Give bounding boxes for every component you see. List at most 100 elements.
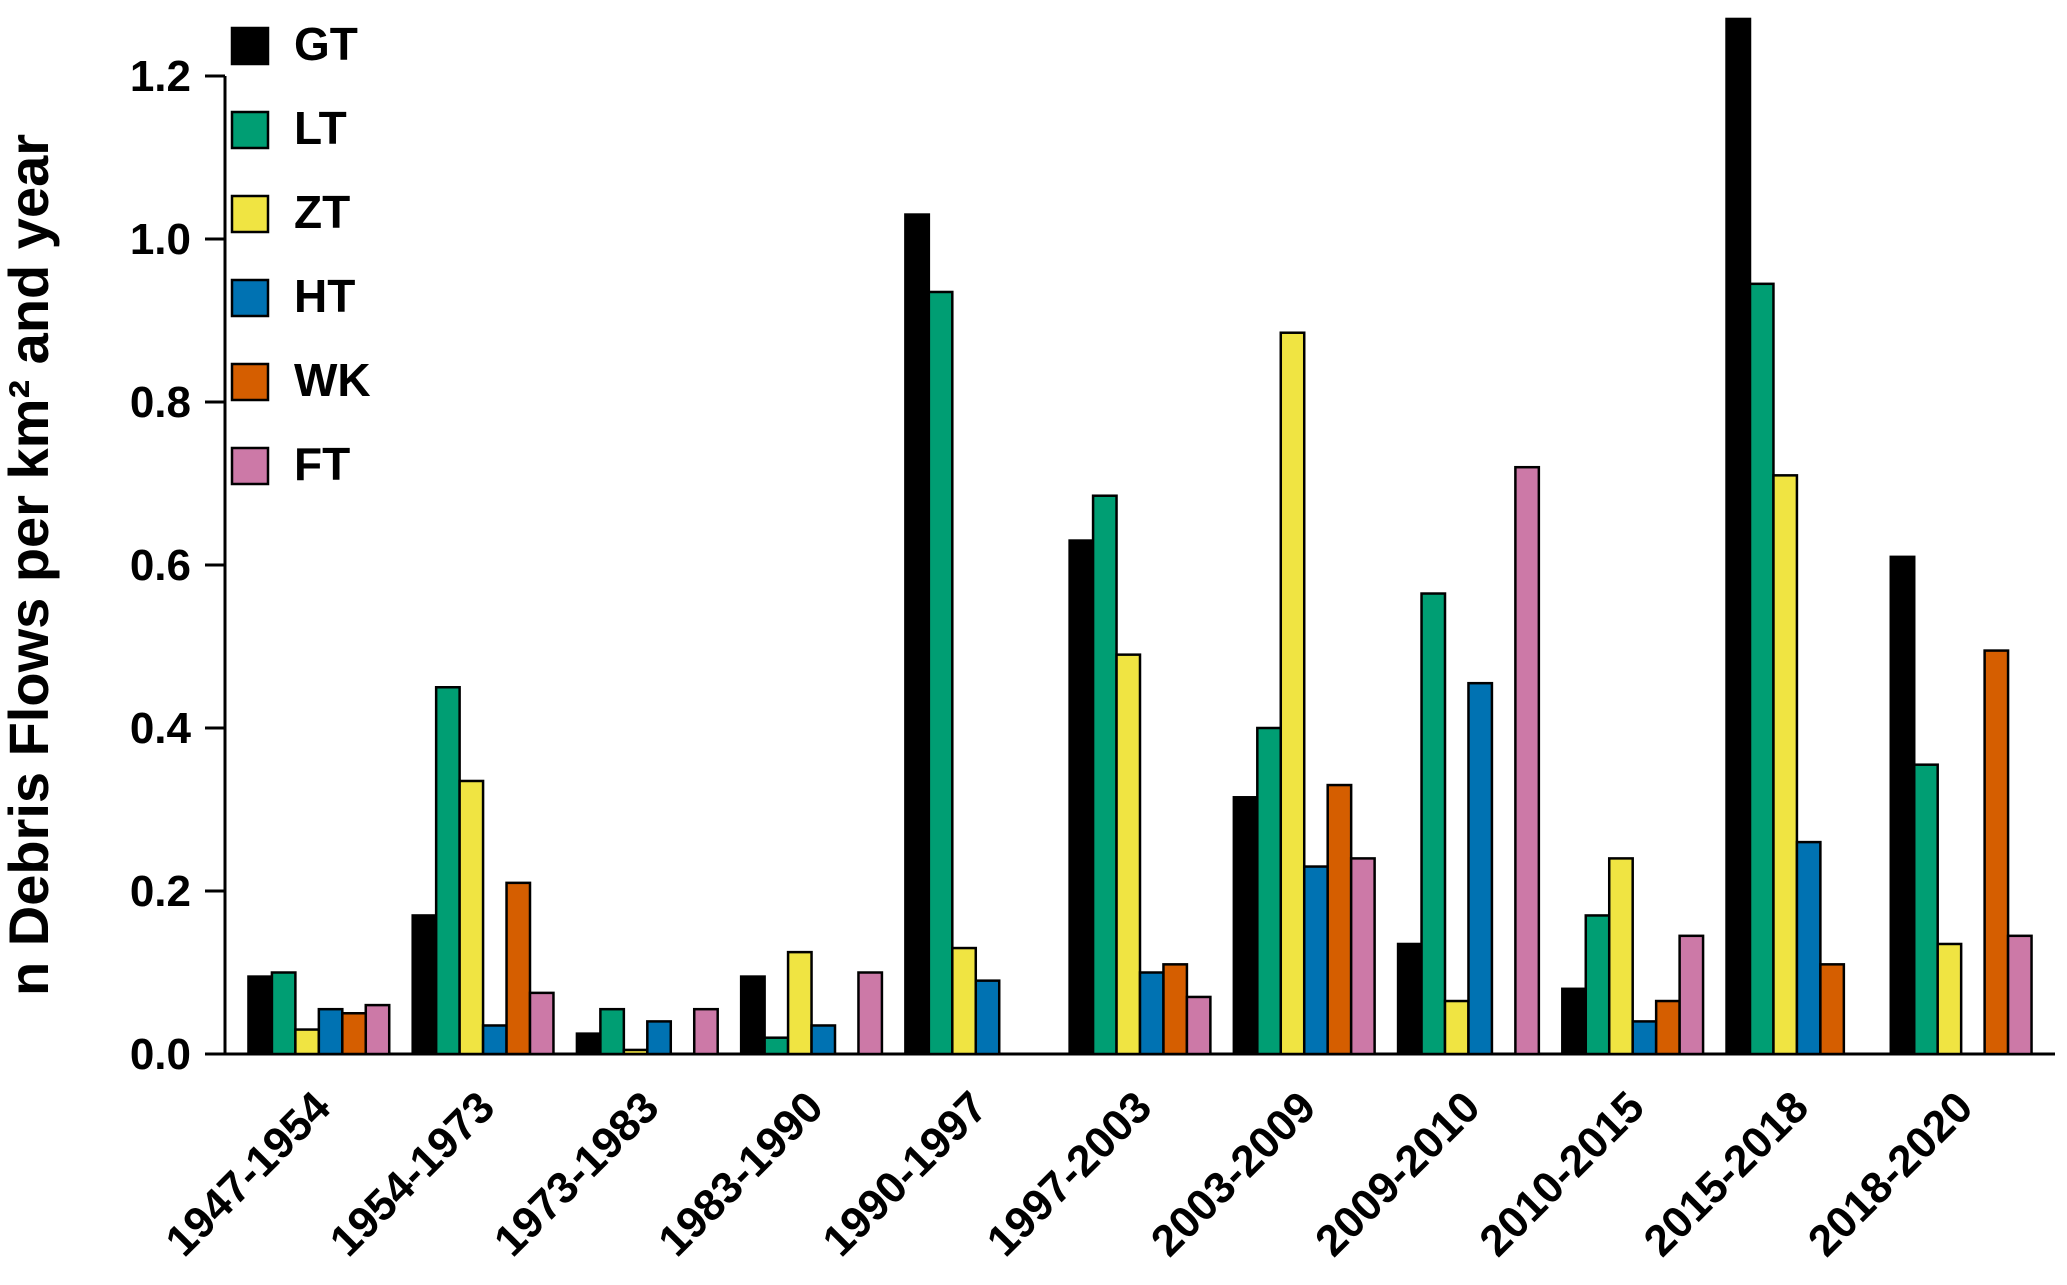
- x-tick-label: 2009-2010: [1306, 1082, 1489, 1265]
- bar-WK-2018-2020: [1983, 649, 2010, 1056]
- legend-swatch-LT: [230, 110, 270, 150]
- bar-ZT-2018-2020: [1936, 942, 1963, 1056]
- bar-FT-1947-1954: [364, 1003, 391, 1056]
- y-tick-label: 0.6: [130, 541, 191, 590]
- x-tick-label: 1997-2003: [978, 1082, 1161, 1265]
- legend-swatch-WK: [230, 362, 270, 402]
- bar-HT-1954-1973: [481, 1024, 508, 1056]
- legend-item-GT: GT: [230, 18, 358, 70]
- bar-HT-2010-2015: [1631, 1020, 1658, 1056]
- legend-label-HT: HT: [294, 270, 355, 322]
- legend-swatch-FT: [230, 446, 270, 486]
- bar-FT-1954-1973: [528, 991, 555, 1056]
- x-tick-label: 2010-2015: [1470, 1082, 1653, 1265]
- legend-item-WK: WK: [230, 354, 371, 406]
- bar-GT-1990-1997: [904, 213, 931, 1056]
- x-tick-label: 2003-2009: [1142, 1082, 1325, 1265]
- bar-HT-1947-1954: [317, 1007, 344, 1056]
- bar-FT-2010-2015: [1678, 934, 1705, 1056]
- bar-WK-1947-1954: [341, 1012, 368, 1056]
- plot-area: 0.00.20.40.60.81.01.21947-19541954-19731…: [130, 17, 2055, 1266]
- bar-ZT-2003-2009: [1279, 331, 1306, 1056]
- bar-LT-2003-2009: [1256, 726, 1283, 1056]
- y-tick-label: 1.0: [130, 215, 191, 264]
- legend: GT LT ZT HT WK FT: [230, 18, 371, 490]
- bar-LT-1973-1983: [599, 1007, 626, 1056]
- legend-item-LT: LT: [230, 102, 347, 154]
- bar-ZT-1990-1997: [951, 946, 978, 1056]
- bar-FT-1983-1990: [857, 971, 884, 1056]
- bar-LT-1954-1973: [434, 686, 461, 1056]
- bar-GT-1947-1954: [247, 975, 274, 1056]
- bar-ZT-2009-2010: [1443, 999, 1470, 1056]
- bar-LT-1990-1997: [927, 290, 954, 1056]
- y-tick-label: 0.4: [130, 704, 192, 753]
- y-tick-label: 0.2: [130, 867, 191, 916]
- x-tick-label: 1973-1983: [485, 1082, 668, 1265]
- bar-FT-2003-2009: [1349, 857, 1376, 1056]
- x-tick-label: 1983-1990: [649, 1082, 832, 1265]
- legend-label-FT: FT: [294, 438, 350, 490]
- bar-LT-2009-2010: [1420, 592, 1447, 1056]
- legend-label-GT: GT: [294, 18, 358, 70]
- bar-LT-2018-2020: [1912, 763, 1939, 1056]
- legend-swatch-GT: [230, 26, 270, 66]
- bar-HT-1997-2003: [1138, 971, 1165, 1056]
- bar-ZT-1983-1990: [786, 950, 813, 1056]
- bar-GT-2018-2020: [1889, 555, 1916, 1056]
- bar-FT-2018-2020: [2006, 934, 2033, 1056]
- bar-ZT-2010-2015: [1607, 857, 1634, 1056]
- legend-item-ZT: ZT: [230, 186, 350, 238]
- y-tick-label: 0.0: [130, 1030, 191, 1079]
- bar-LT-1997-2003: [1091, 494, 1118, 1056]
- bar-HT-2015-2018: [1795, 840, 1822, 1056]
- bar-ZT-1973-1983: [622, 1048, 649, 1056]
- bar-GT-2003-2009: [1232, 796, 1259, 1056]
- legend-item-FT: FT: [230, 438, 350, 490]
- bar-GT-1954-1973: [411, 914, 438, 1056]
- bar-ZT-2015-2018: [1772, 474, 1799, 1056]
- bar-HT-2009-2010: [1467, 681, 1494, 1056]
- x-tick-label: 1990-1997: [813, 1082, 996, 1265]
- bar-GT-2010-2015: [1561, 987, 1588, 1056]
- bar-ZT-1954-1973: [458, 779, 485, 1056]
- y-tick-label: 0.8: [130, 378, 191, 427]
- bar-WK-1997-2003: [1162, 963, 1189, 1056]
- bar-HT-2003-2009: [1302, 865, 1329, 1056]
- x-tick-label: 2018-2020: [1799, 1082, 1982, 1265]
- legend-swatch-HT: [230, 278, 270, 318]
- bar-HT-1990-1997: [974, 979, 1001, 1056]
- x-tick-label: 1954-1973: [321, 1082, 504, 1265]
- bar-FT-1973-1983: [692, 1007, 719, 1056]
- bar-GT-2009-2010: [1396, 942, 1423, 1056]
- y-tick-label: 1.2: [130, 52, 191, 101]
- bar-LT-1983-1990: [763, 1036, 790, 1056]
- legend-label-ZT: ZT: [294, 186, 350, 238]
- legend-swatch-ZT: [230, 194, 270, 234]
- bar-FT-2009-2010: [1514, 465, 1541, 1056]
- legend-label-LT: LT: [294, 102, 347, 154]
- bar-GT-1997-2003: [1068, 539, 1095, 1056]
- bar-WK-2015-2018: [1819, 963, 1846, 1056]
- bar-HT-1973-1983: [646, 1020, 673, 1056]
- bar-WK-2010-2015: [1654, 999, 1681, 1056]
- bar-LT-1947-1954: [270, 971, 297, 1056]
- bar-GT-2015-2018: [1725, 17, 1752, 1056]
- bar-HT-1983-1990: [810, 1024, 837, 1056]
- x-tick-label: 1947-1954: [156, 1082, 340, 1266]
- bar-GT-1983-1990: [739, 975, 766, 1056]
- bar-FT-1997-2003: [1185, 995, 1212, 1056]
- legend-label-WK: WK: [294, 354, 371, 406]
- bar-ZT-1947-1954: [294, 1028, 321, 1056]
- bar-WK-1954-1973: [505, 881, 532, 1056]
- bar-GT-1973-1983: [575, 1032, 602, 1056]
- bar-LT-2010-2015: [1584, 914, 1611, 1056]
- legend-item-HT: HT: [230, 270, 355, 322]
- bar-WK-2003-2009: [1326, 783, 1353, 1056]
- bar-LT-2015-2018: [1748, 282, 1775, 1056]
- bar-ZT-1997-2003: [1115, 653, 1142, 1056]
- x-tick-label: 2015-2018: [1635, 1082, 1818, 1265]
- y-axis-title: n Debris Flows per km² and year: [0, 134, 60, 996]
